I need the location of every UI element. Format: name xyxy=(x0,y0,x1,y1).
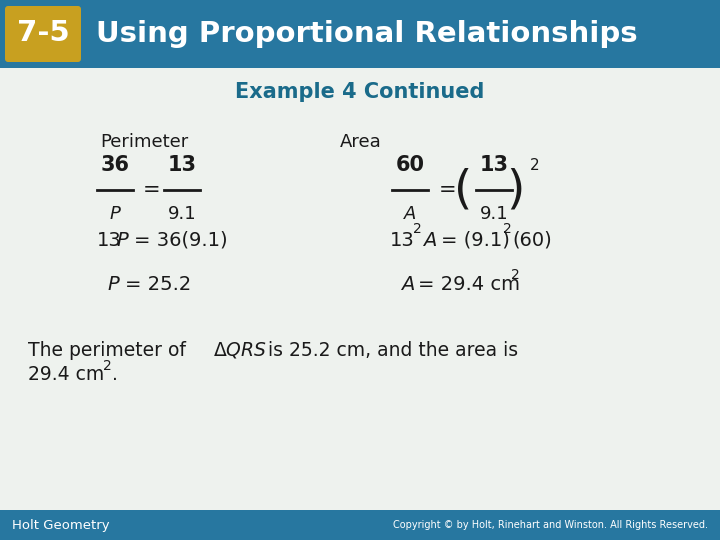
Bar xyxy=(0,0,720,68)
Text: 7-5: 7-5 xyxy=(17,19,69,47)
Text: The perimeter of: The perimeter of xyxy=(28,341,192,360)
Text: $A$: $A$ xyxy=(403,205,417,223)
Text: $A$: $A$ xyxy=(422,231,437,249)
Text: is 25.2 cm, and the area is: is 25.2 cm, and the area is xyxy=(268,341,518,360)
Text: 13: 13 xyxy=(480,155,508,175)
Text: $P$: $P$ xyxy=(109,205,122,223)
Text: 9.1: 9.1 xyxy=(480,205,508,223)
Text: .: . xyxy=(112,366,118,384)
Text: Area: Area xyxy=(340,133,382,151)
Text: = (9.1): = (9.1) xyxy=(441,231,510,249)
Text: 2: 2 xyxy=(413,222,422,236)
Text: 36: 36 xyxy=(101,155,130,175)
Text: (60): (60) xyxy=(512,231,552,249)
Bar xyxy=(0,510,720,540)
Text: ): ) xyxy=(506,167,524,213)
Text: = 29.4 cm: = 29.4 cm xyxy=(418,275,520,294)
Text: 2: 2 xyxy=(530,159,539,173)
Text: = 36(9.1): = 36(9.1) xyxy=(134,231,228,249)
Text: $P$: $P$ xyxy=(107,275,121,294)
Text: $A$: $A$ xyxy=(400,275,415,294)
Text: 9.1: 9.1 xyxy=(168,205,197,223)
Text: 2: 2 xyxy=(503,222,512,236)
Text: 13: 13 xyxy=(390,231,415,249)
Text: 13: 13 xyxy=(97,231,122,249)
Text: 2: 2 xyxy=(103,359,112,373)
Text: =: = xyxy=(439,180,456,200)
Text: $P$: $P$ xyxy=(116,231,130,249)
Text: 2: 2 xyxy=(511,268,520,282)
Text: 60: 60 xyxy=(395,155,425,175)
Text: = 25.2: = 25.2 xyxy=(125,275,192,294)
Text: 29.4 cm: 29.4 cm xyxy=(28,366,104,384)
Text: Copyright © by Holt, Rinehart and Winston. All Rights Reserved.: Copyright © by Holt, Rinehart and Winsto… xyxy=(393,520,708,530)
Text: (: ( xyxy=(454,167,472,213)
Text: Using Proportional Relationships: Using Proportional Relationships xyxy=(96,20,638,48)
FancyBboxPatch shape xyxy=(5,6,81,62)
Text: Holt Geometry: Holt Geometry xyxy=(12,518,109,531)
Text: =: = xyxy=(143,180,161,200)
Text: Example 4 Continued: Example 4 Continued xyxy=(235,82,485,102)
Text: 13: 13 xyxy=(168,155,197,175)
Text: Perimeter: Perimeter xyxy=(100,133,188,151)
Text: $\Delta QRS$: $\Delta QRS$ xyxy=(213,340,267,360)
